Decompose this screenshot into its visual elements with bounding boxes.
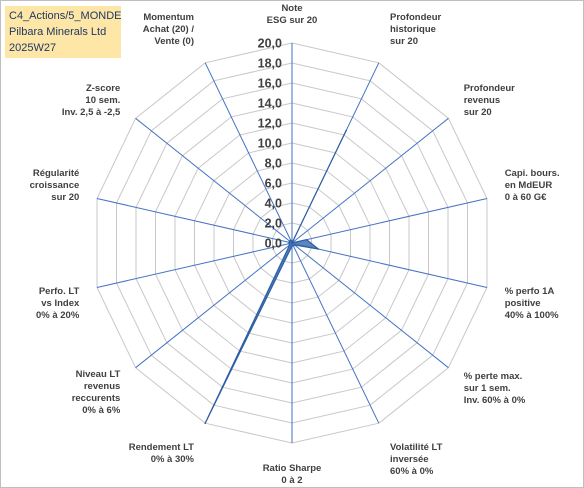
- axis-spoke: [135, 117, 293, 244]
- axis-spoke: [291, 242, 449, 369]
- data-point: [288, 242, 290, 245]
- data-point: [291, 245, 293, 247]
- axis-label: Note ESG sur 20: [267, 3, 318, 26]
- info-week: 2025W27: [9, 42, 57, 54]
- axis-label: Volatilité LT inversée 60% à 0%: [390, 442, 443, 477]
- axis-label: Capi. bours. en MdEUR 0 à 60 G€: [505, 168, 560, 203]
- data-point: [345, 129, 348, 132]
- axis-label: Momentum Achat (20) / Vente (0): [143, 12, 195, 47]
- axis-spoke: [96, 242, 293, 288]
- axis-label: Ratio Sharpe 0 à 2: [263, 463, 322, 486]
- axis-label: Niveau LT revenus reccurents 0% à 6%: [72, 369, 121, 416]
- data-point: [291, 242, 293, 244]
- axis-labels: Note ESG sur 20 Profondeur historique sur 20…: [30, 3, 560, 486]
- axis-label: Régularité croissance sur 20: [30, 168, 80, 203]
- axis-spoke: [96, 198, 293, 244]
- tick-label: 6,0: [265, 177, 282, 191]
- tick-labels: 0,0 2,0 4,0 6,0 8,0 10,0 12,0 14,0 16,0 18,0 20,0: [258, 37, 282, 251]
- data-point: [288, 241, 290, 244]
- data-point: [317, 248, 320, 250]
- axis-label: Rendement LT 0% à 30%: [129, 442, 195, 465]
- tick-label: 20,0: [258, 37, 282, 51]
- tick-label: 4,0: [265, 197, 282, 211]
- tick-label: 14,0: [258, 97, 282, 111]
- axis-label: % perte max. sur 1 sem. Inv. 60% à 0%: [464, 371, 526, 406]
- tick-label: 16,0: [258, 77, 282, 91]
- info-company: Pilbara Minerals Ltd: [9, 26, 107, 38]
- data-point: [289, 239, 292, 242]
- data-point: [292, 244, 295, 247]
- tick-label: 18,0: [258, 57, 282, 71]
- axis-spoke: [291, 242, 380, 424]
- data-point: [305, 238, 308, 241]
- axis-label: % perfo 1A positive 40% à 100%: [505, 286, 559, 321]
- axis-spoke: [135, 242, 293, 369]
- axis-label: Z-score 10 sem. Inv. 2,5 à -2,5: [62, 83, 121, 118]
- tick-label: 0,0: [265, 237, 282, 251]
- tick-label: 10,0: [258, 137, 282, 151]
- axis-spoke: [291, 198, 488, 244]
- axis-label: Perfo. LT vs Index 0% à 20%: [36, 286, 80, 321]
- axis-label: Profondeur historique sur 20: [390, 12, 441, 47]
- tick-label: 12,0: [258, 117, 282, 131]
- axis-label: Profondeur revenus sur 20: [464, 83, 515, 118]
- data-point: [204, 422, 206, 425]
- axis-spoke: [291, 117, 449, 244]
- series-layer: [204, 129, 348, 425]
- axis-spoke: [291, 242, 488, 288]
- data-point: [288, 244, 291, 246]
- info-category: C4_Actions/5_MONDE: [9, 10, 122, 22]
- info-box: C4_Actions/5_MONDE Pilbara Minerals Ltd …: [5, 6, 122, 58]
- tick-label: 2,0: [265, 217, 282, 231]
- axis-spoke: [204, 62, 293, 244]
- tick-label: 8,0: [265, 157, 282, 171]
